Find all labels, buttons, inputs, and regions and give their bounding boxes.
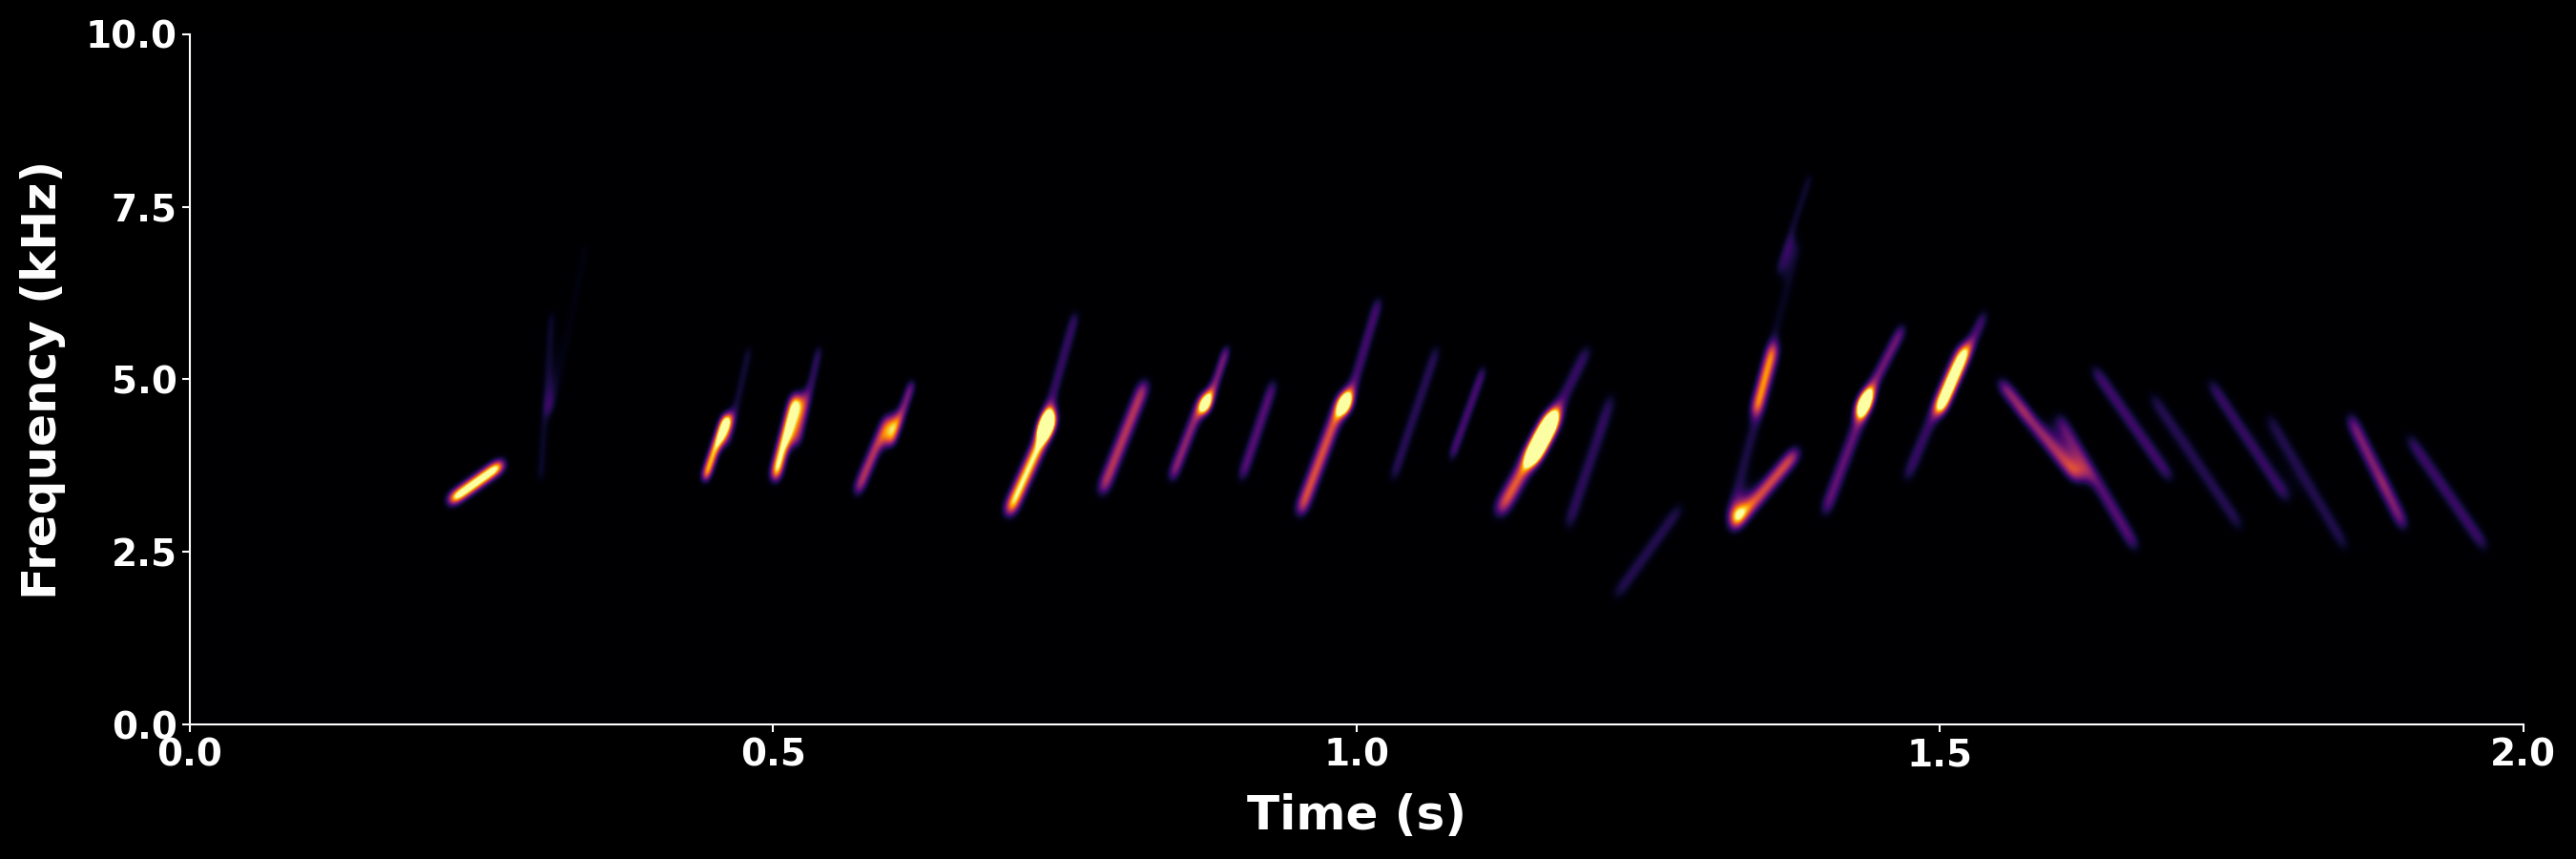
Y-axis label: Frequency (kHz): Frequency (kHz) bbox=[21, 160, 64, 599]
X-axis label: Time (s): Time (s) bbox=[1247, 794, 1466, 839]
